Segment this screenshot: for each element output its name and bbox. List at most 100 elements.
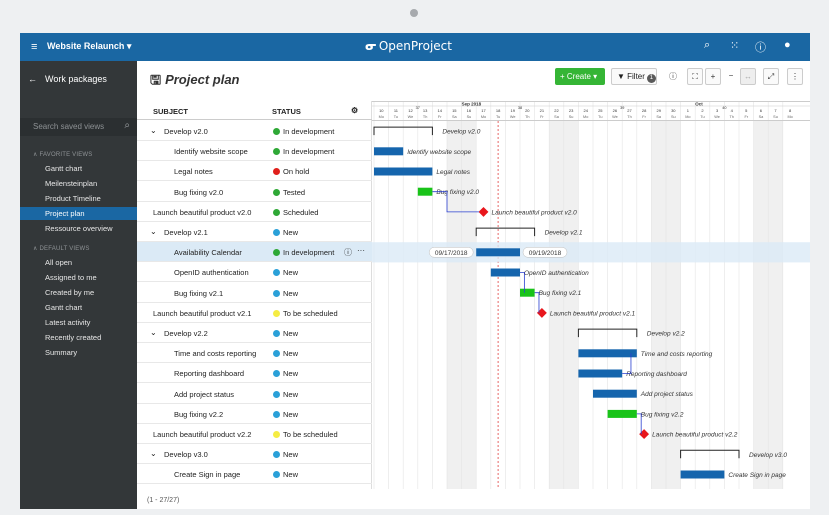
more-menu-icon[interactable]: ⋮: [787, 68, 803, 85]
row-status[interactable]: New: [273, 329, 298, 338]
grid-icon[interactable]: ⁙: [730, 40, 740, 52]
sidebar-header[interactable]: ← Work packages: [28, 74, 107, 84]
chevron-down-icon[interactable]: ⌄: [150, 227, 157, 236]
table-row[interactable]: Bug fixing v2.0 Tested: [137, 182, 372, 202]
sidebar-item-latest-activity[interactable]: Latest activity: [45, 318, 91, 327]
row-subject[interactable]: Launch beautiful product v2.1: [153, 308, 252, 318]
row-subject[interactable]: Launch beautiful product v2.2: [153, 430, 252, 439]
row-subject[interactable]: Develop v3.0: [164, 450, 208, 460]
row-subject[interactable]: Legal notes: [174, 167, 213, 177]
row-subject[interactable]: Develop v2.0: [164, 127, 208, 136]
sidebar-item-assigned-to-me[interactable]: Assigned to me: [45, 273, 97, 282]
row-status[interactable]: Tested: [273, 188, 305, 197]
favorite-views-header[interactable]: ∧ FAVORITE VIEWS: [33, 152, 93, 158]
table-row[interactable]: Create Sign in page New: [137, 464, 372, 485]
row-subject[interactable]: Develop v2.1: [164, 228, 208, 237]
chevron-down-icon[interactable]: ⌄: [150, 126, 157, 135]
zoom-auto-icon[interactable]: ⛶: [687, 68, 703, 85]
col-subject[interactable]: SUBJECT: [153, 107, 189, 116]
sidebar-item-recently-created[interactable]: Recently created: [45, 333, 102, 342]
column-settings-icon[interactable]: ⚙: [351, 106, 359, 115]
row-status[interactable]: New: [273, 369, 298, 378]
create-button[interactable]: + Create ▾: [555, 68, 605, 85]
fullscreen-icon[interactable]: ⤢: [763, 68, 779, 85]
table-row[interactable]: ⌄ Develop v2.2 New: [137, 323, 372, 343]
row-subject[interactable]: Identify website scope: [174, 147, 248, 157]
sidebar-item-gantt-chart[interactable]: Gantt chart: [45, 164, 83, 173]
row-status[interactable]: New: [273, 289, 298, 298]
row-subject[interactable]: Bug fixing v2.0: [174, 187, 224, 197]
weekday-label: Fr: [540, 115, 544, 119]
table-row[interactable]: Add project status New: [137, 384, 372, 404]
table-row[interactable]: Availability Calendar In development ⓘ ···: [137, 242, 372, 263]
row-status[interactable]: New: [273, 228, 298, 237]
saved-views-search[interactable]: Search saved views ⌕: [20, 118, 137, 136]
row-subject[interactable]: Bug fixing v2.2: [174, 409, 224, 419]
row-subject[interactable]: Time and costs reporting: [174, 349, 257, 359]
sidebar-item-created-by-me[interactable]: Created by me: [45, 288, 95, 297]
row-subject[interactable]: Reporting dashboard: [174, 369, 245, 379]
more-actions-icon[interactable]: ···: [357, 246, 365, 256]
row-status[interactable]: New: [273, 390, 298, 399]
row-status[interactable]: New: [273, 410, 298, 419]
user-icon[interactable]: ●: [784, 39, 791, 51]
row-status[interactable]: On hold: [273, 167, 309, 176]
row-subject[interactable]: Create Sign in page: [174, 470, 241, 480]
row-subject[interactable]: Add project status: [174, 389, 235, 399]
sidebar-item-gantt-chart[interactable]: Gantt chart: [45, 303, 83, 312]
table-row[interactable]: Legal notes On hold: [137, 161, 372, 182]
table-row[interactable]: Reporting dashboard New: [137, 363, 372, 384]
help-icon[interactable]: ⓘ: [755, 42, 766, 54]
row-status[interactable]: To be scheduled: [273, 309, 338, 318]
zoom-out-icon[interactable]: −: [728, 71, 734, 80]
table-row[interactable]: ⌄ Develop v2.1 New: [137, 222, 372, 242]
sidebar-item-ressource-overview[interactable]: Ressource overview: [45, 224, 113, 233]
row-status[interactable]: Scheduled: [273, 208, 318, 217]
zoom-reset-icon[interactable]: ↔: [740, 68, 756, 85]
table-row[interactable]: OpenID authentication New: [137, 262, 372, 283]
row-status[interactable]: New: [273, 450, 298, 459]
sidebar-item-meilensteinplan[interactable]: Meilensteinplan: [45, 179, 98, 188]
search-icon[interactable]: ⌕: [704, 39, 711, 51]
table-row[interactable]: Bug fixing v2.1 New: [137, 283, 372, 303]
day-number: 22: [554, 108, 559, 113]
row-subject[interactable]: OpenID authentication: [174, 268, 249, 278]
info-icon[interactable]: ⓘ: [344, 248, 352, 258]
sidebar-item-project-plan[interactable]: Project plan: [20, 207, 137, 220]
row-status[interactable]: New: [273, 470, 298, 479]
day-number: 1: [687, 108, 690, 113]
table-row[interactable]: Launch beautiful product v2.0 Scheduled: [137, 202, 372, 222]
project-selector[interactable]: Website Relaunch ▾: [47, 41, 132, 51]
table-row[interactable]: Launch beautiful product v2.2 To be sched…: [137, 424, 372, 444]
back-arrow-icon[interactable]: ←: [28, 74, 37, 84]
table-row[interactable]: Launch beautiful product v2.1 To be sched…: [137, 303, 372, 323]
table-row[interactable]: ⌄ Develop v2.0 In development: [137, 121, 372, 141]
default-views-header[interactable]: ∧ DEFAULT VIEWS: [33, 246, 90, 252]
row-status[interactable]: New: [273, 349, 298, 358]
col-status[interactable]: STATUS: [272, 107, 301, 116]
row-subject[interactable]: Bug fixing v2.1: [174, 288, 224, 298]
hamburger-icon[interactable]: ≡: [31, 41, 38, 53]
weekend-column: [563, 121, 579, 489]
table-row[interactable]: ⌄ Develop v3.0 New: [137, 444, 372, 465]
zoom-in-icon[interactable]: +: [705, 68, 721, 85]
table-row[interactable]: Bug fixing v2.2 New: [137, 404, 372, 424]
sidebar-item-product-timeline[interactable]: Product Timeline: [45, 194, 101, 203]
sidebar-title: Work packages: [45, 74, 107, 84]
row-subject[interactable]: Launch beautiful product v2.0: [153, 207, 252, 217]
table-row[interactable]: Identify website scope In development: [137, 141, 372, 162]
sidebar-item-all-open[interactable]: All open: [45, 258, 73, 267]
row-status[interactable]: To be scheduled: [273, 430, 338, 439]
filter-button[interactable]: ▼ Filter 1: [611, 68, 657, 85]
info-icon[interactable]: ⓘ: [669, 72, 677, 81]
row-status[interactable]: In development: [273, 127, 334, 136]
row-status[interactable]: In development: [273, 147, 334, 156]
row-subject[interactable]: Develop v2.2: [164, 329, 208, 338]
chevron-down-icon[interactable]: ⌄: [150, 449, 157, 459]
row-subject[interactable]: Availability Calendar: [174, 248, 242, 258]
sidebar-item-summary[interactable]: Summary: [45, 348, 78, 357]
chevron-down-icon[interactable]: ⌄: [150, 328, 157, 337]
row-status[interactable]: In development: [273, 248, 334, 257]
table-row[interactable]: Time and costs reporting New: [137, 343, 372, 364]
row-status[interactable]: New: [273, 268, 298, 277]
